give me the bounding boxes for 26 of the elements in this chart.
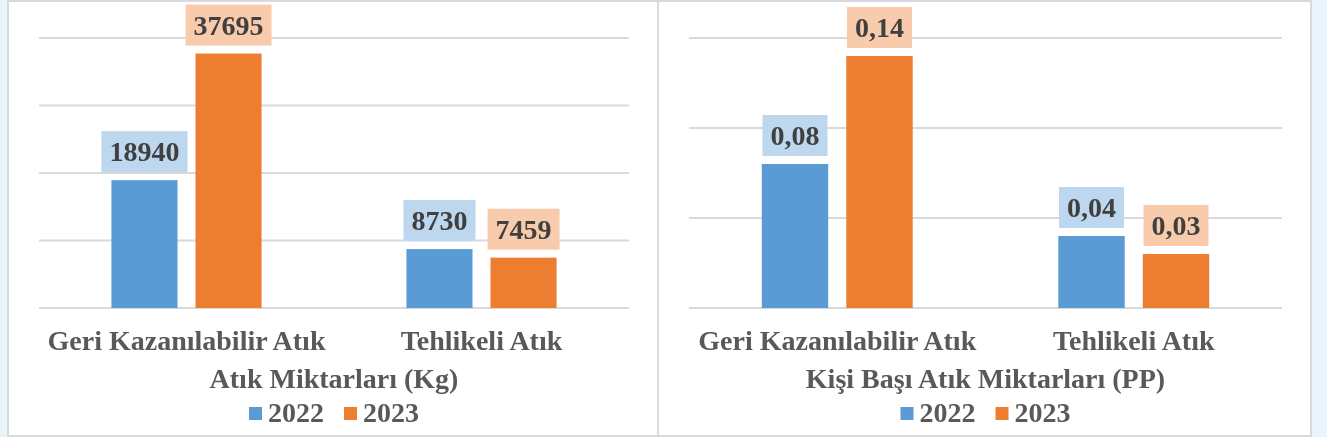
bar	[846, 56, 913, 308]
bar	[761, 164, 829, 308]
data-label: 8730	[411, 205, 468, 237]
data-label: 0,14	[855, 12, 904, 43]
bar	[490, 257, 557, 308]
legend-label: 2023	[363, 397, 419, 428]
x-tick-label: Geri Kazanılabilir Atık	[47, 325, 326, 356]
legend-label: 2022	[919, 397, 976, 428]
bar	[195, 53, 262, 308]
data-label: 37695	[193, 9, 264, 41]
bar	[406, 249, 473, 308]
data-label: 0,03	[1151, 210, 1201, 241]
legend-label: 2023	[1014, 397, 1071, 428]
data-label: 0,08	[770, 120, 820, 151]
bar	[1142, 254, 1210, 308]
data-label: 7459	[495, 213, 552, 245]
x-axis-title: Kişi Başı Atık Miktarları (PP)	[805, 363, 1166, 394]
bar	[111, 180, 178, 308]
data-label: 18940	[109, 136, 180, 168]
bar	[1058, 236, 1125, 308]
legend-label: 2022	[268, 397, 324, 428]
x-tick-label: Tehlikeli Atık	[400, 325, 563, 356]
data-label: 0,04	[1067, 192, 1116, 223]
x-tick-label: Geri Kazanılabilir Atık	[698, 325, 977, 356]
x-tick-label: Tehlikeli Atık	[1052, 325, 1215, 356]
x-axis-title: Atık Miktarları (Kg)	[209, 363, 459, 394]
